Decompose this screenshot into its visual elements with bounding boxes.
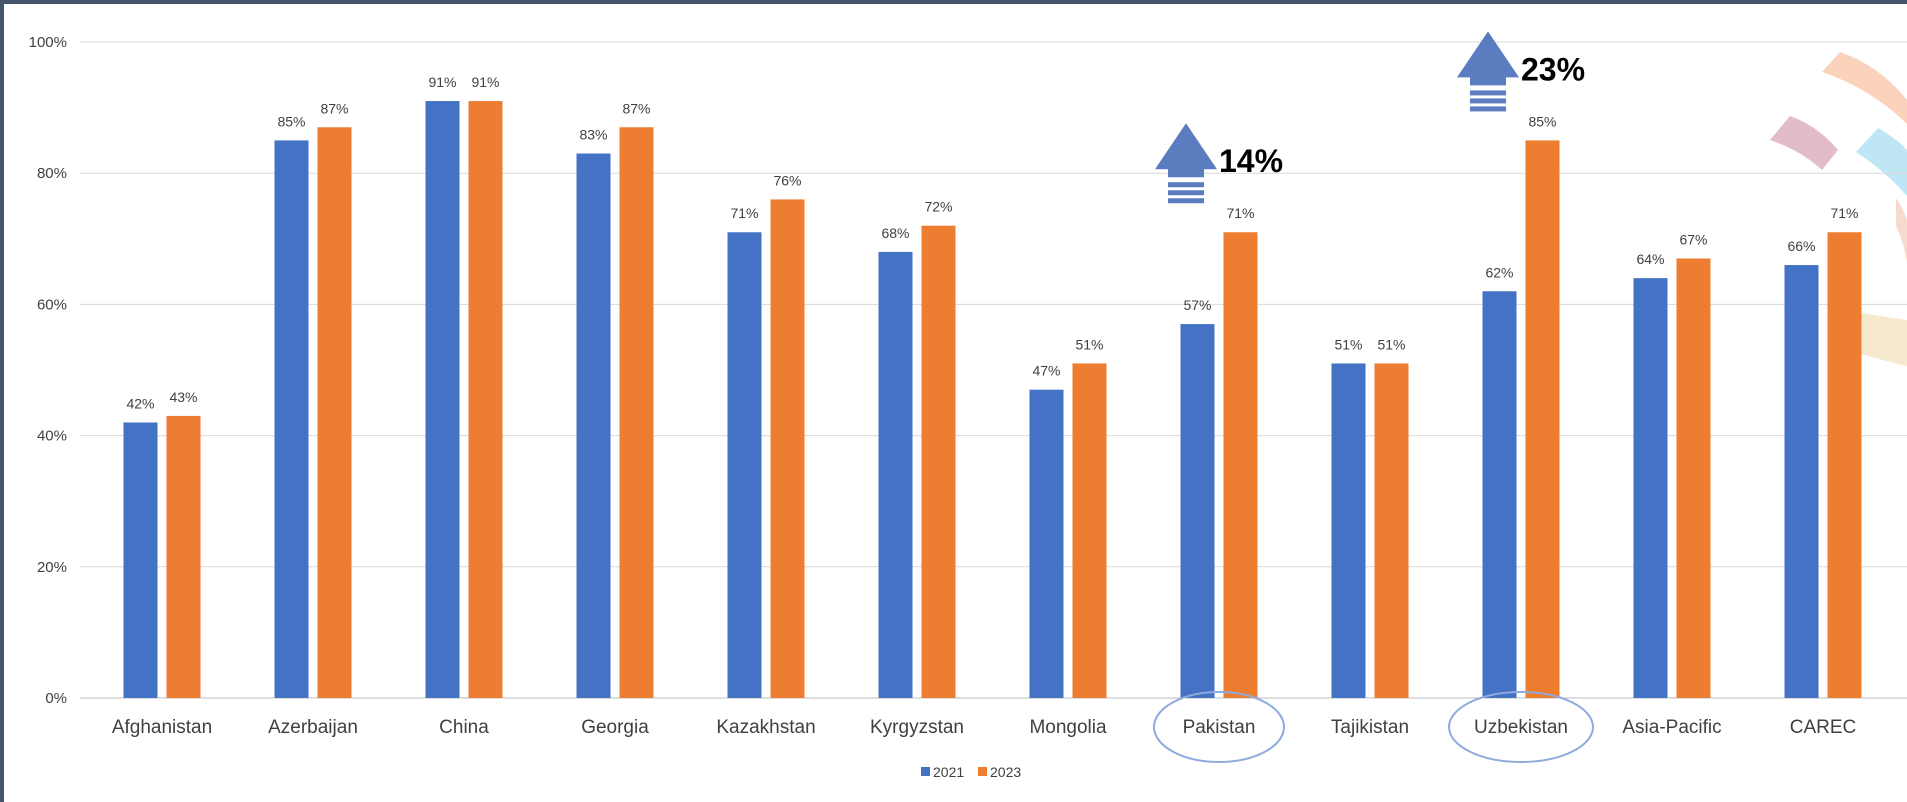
y-tick-label: 80% (37, 165, 67, 182)
legend-label-2021: 2021 (933, 764, 964, 780)
category-label-china: China (439, 717, 489, 738)
bar-azerbaijan-2021 (274, 140, 309, 698)
bars (123, 101, 1862, 699)
bar-afghanistan-2021 (123, 422, 158, 698)
increase-annotation-uzbekistan: 23% (1521, 51, 1585, 87)
y-tick-label: 60% (37, 296, 67, 313)
bar-kazakhstan-2023 (770, 199, 805, 698)
bar-asia-pacific-2023 (1676, 258, 1711, 698)
category-label-kazakhstan: Kazakhstan (716, 717, 815, 738)
y-tick-label: 40% (37, 428, 67, 445)
bar-pakistan-2021 (1180, 324, 1215, 698)
data-label: 76% (773, 172, 801, 188)
data-label: 91% (428, 74, 456, 90)
y-axis-ticks: 0% 20% 40% 60% 80% 100% (29, 34, 67, 707)
bar-kyrgyzstan-2021 (878, 251, 913, 699)
category-label-georgia: Georgia (581, 717, 649, 738)
y-tick-label: 100% (29, 34, 67, 51)
highlight-oval-pakistan (1153, 691, 1285, 763)
category-label-carec: CAREC (1790, 717, 1857, 738)
legend: 2021 2023 (921, 764, 1021, 780)
data-label: 42% (126, 395, 154, 411)
category-label-kyrgyzstan: Kyrgyzstan (870, 717, 964, 738)
data-label: 91% (471, 74, 499, 90)
data-label: 85% (277, 113, 305, 129)
bar-georgia-2023 (619, 127, 654, 698)
bar-pakistan-2023 (1223, 232, 1258, 699)
bar-china-2021 (425, 101, 460, 699)
bar-tajikistan-2021 (1331, 363, 1366, 698)
highlight-oval-uzbekistan (1448, 691, 1594, 763)
data-label: 87% (320, 100, 348, 116)
bar-georgia-2021 (576, 153, 611, 698)
bar-asia-pacific-2021 (1633, 278, 1668, 698)
legend-swatch-2023 (978, 767, 987, 776)
data-label: 71% (1226, 205, 1254, 221)
category-label-pakistan: Pakistan (1183, 717, 1256, 738)
bar-mongolia-2021 (1029, 389, 1064, 698)
bar-kyrgyzstan-2023 (921, 225, 956, 698)
data-label: 71% (730, 205, 758, 221)
highlight-ovals (1153, 691, 1594, 763)
data-label: 71% (1830, 205, 1858, 221)
category-label-uzbekistan: Uzbekistan (1474, 717, 1568, 738)
up-arrow-icon (1155, 123, 1217, 204)
gridlines (80, 41, 1907, 699)
data-label: 83% (579, 127, 607, 143)
y-tick-label: 20% (37, 559, 67, 576)
data-label: 64% (1636, 251, 1664, 267)
bar-afghanistan-2023 (166, 415, 201, 698)
data-label: 87% (622, 100, 650, 116)
legend-swatch-2021 (921, 767, 930, 776)
data-label: 51% (1377, 336, 1405, 352)
data-labels: 42% 43% 85% 87% 91% 91% 83% 87% 71% 76% 68% 72% 47% 5… (126, 74, 1858, 411)
category-labels: Afghanistan Azerbaijan China Georgia Kazakhs… (112, 717, 1856, 738)
data-label: 57% (1183, 297, 1211, 313)
bar-carec-2021 (1784, 265, 1819, 698)
bar-tajikistan-2023 (1374, 363, 1409, 698)
category-label-afghanistan: Afghanistan (112, 717, 212, 738)
data-label: 43% (169, 389, 197, 405)
logo-arcs-icon (1770, 52, 1907, 366)
data-label: 72% (924, 199, 952, 215)
category-label-tajikistan: Tajikistan (1331, 717, 1409, 738)
data-label: 85% (1528, 113, 1556, 129)
data-label: 68% (881, 225, 909, 241)
up-arrow-icon (1457, 31, 1519, 112)
category-label-azerbaijan: Azerbaijan (268, 717, 358, 738)
bar-china-2023 (468, 101, 503, 699)
bar-azerbaijan-2023 (317, 127, 352, 698)
legend-label-2023: 2023 (990, 764, 1021, 780)
bar-uzbekistan-2021 (1482, 291, 1517, 698)
data-label: 62% (1485, 264, 1513, 280)
data-label: 66% (1787, 238, 1815, 254)
data-label: 51% (1334, 336, 1362, 352)
data-label: 51% (1075, 336, 1103, 352)
bar-mongolia-2023 (1072, 363, 1107, 698)
data-label: 67% (1679, 231, 1707, 247)
bar-uzbekistan-2023 (1525, 140, 1560, 698)
y-tick-label: 0% (45, 690, 67, 707)
category-label-asia-pacific: Asia-Pacific (1622, 717, 1721, 738)
bar-kazakhstan-2021 (727, 232, 762, 699)
bar-carec-2023 (1827, 232, 1862, 699)
data-label: 47% (1032, 363, 1060, 379)
category-label-mongolia: Mongolia (1029, 717, 1107, 738)
increase-annotation-pakistan: 14% (1219, 143, 1283, 179)
annotations: 14% 23% (1155, 31, 1585, 204)
